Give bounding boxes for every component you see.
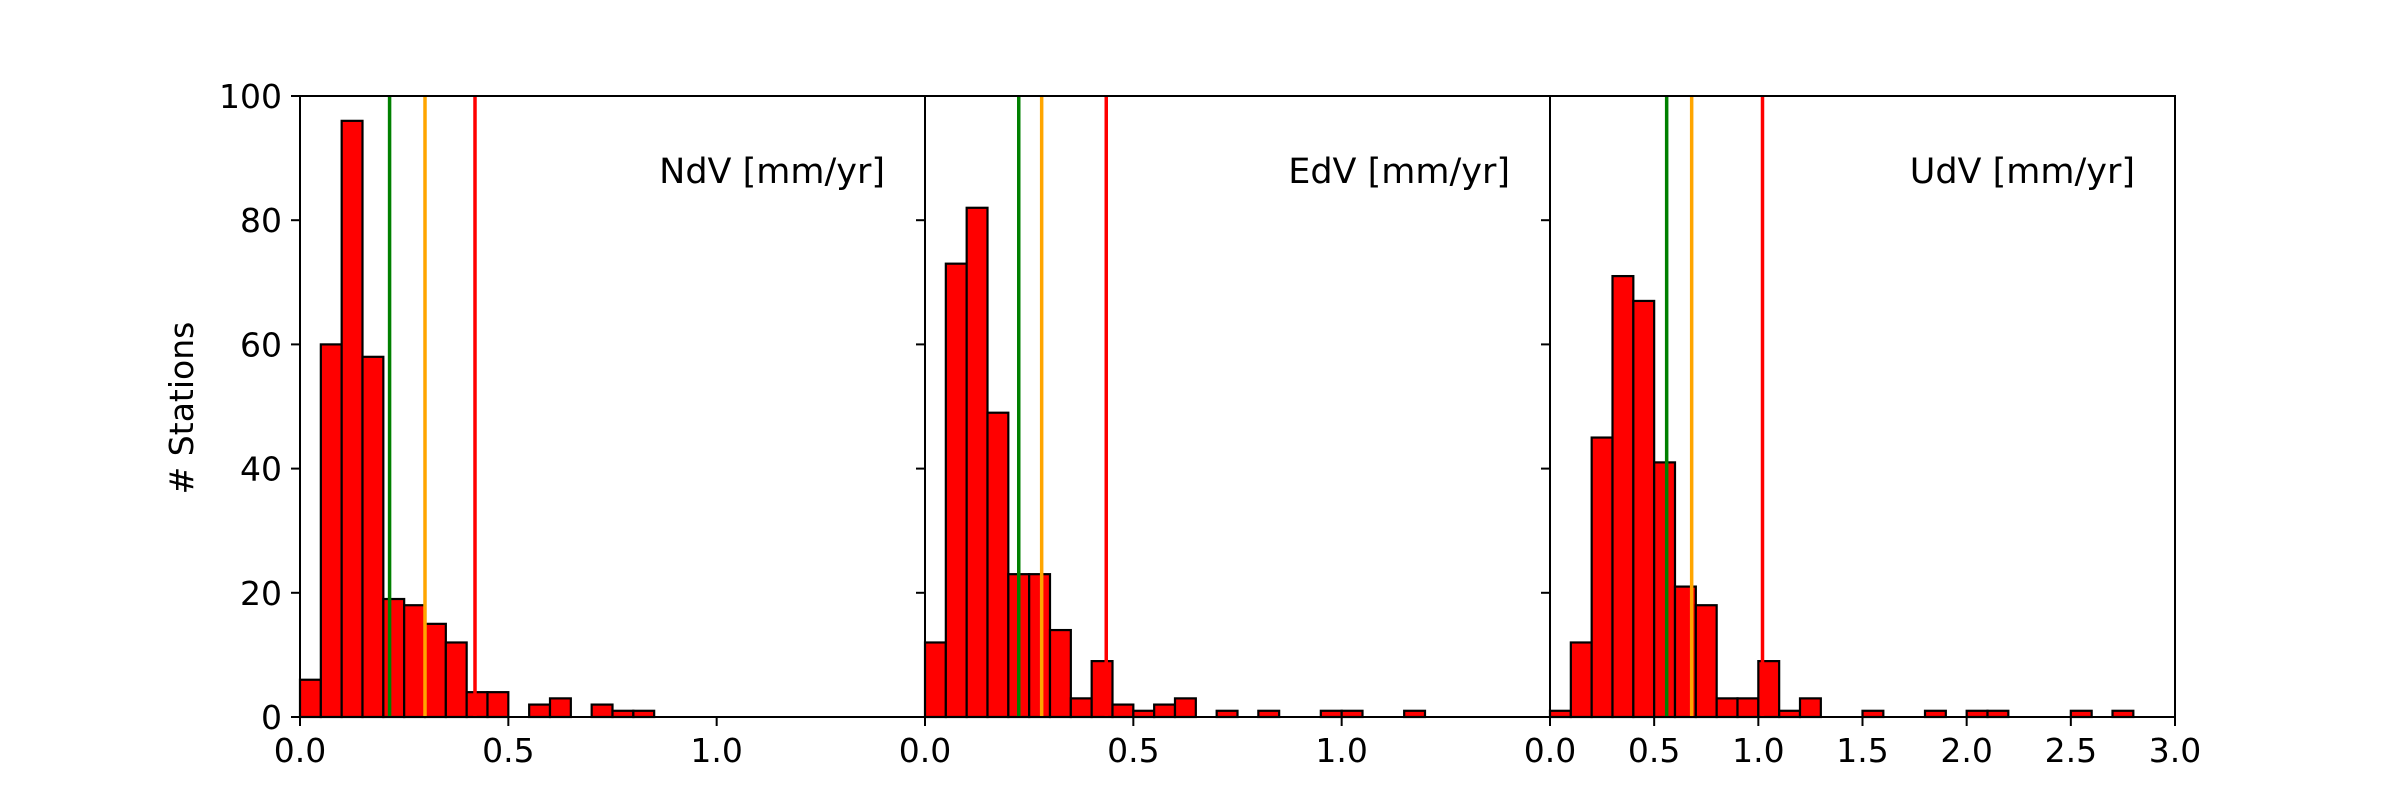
histogram-bar bbox=[528, 703, 552, 719]
histogram-bar bbox=[923, 641, 947, 719]
histogram-bar bbox=[465, 691, 489, 719]
histogram-bar bbox=[1569, 641, 1593, 719]
x-tick-label: 0.5 bbox=[1107, 731, 1159, 770]
x-tick-label: 0.0 bbox=[899, 731, 951, 770]
x-tick-label: 0.0 bbox=[274, 731, 326, 770]
panel-title: EdV [mm/yr] bbox=[1288, 152, 1510, 192]
histogram-bar bbox=[1153, 703, 1177, 719]
histogram-bar bbox=[403, 604, 427, 719]
panel-title: NdV [mm/yr] bbox=[659, 152, 885, 192]
x-tick-label: 1.0 bbox=[1732, 731, 1784, 770]
histogram-bar bbox=[986, 411, 1010, 719]
histogram-bar bbox=[1090, 660, 1114, 719]
x-tick-label: 1.5 bbox=[1836, 731, 1888, 770]
x-tick-label: 2.0 bbox=[1940, 731, 1992, 770]
y-tick-label: 80 bbox=[240, 201, 282, 240]
y-axis-label: # Stations bbox=[162, 322, 201, 495]
histogram-bar bbox=[1048, 628, 1072, 719]
histogram-bar bbox=[1069, 697, 1093, 719]
histogram-bar bbox=[319, 343, 343, 719]
y-tick-label: 60 bbox=[240, 325, 282, 364]
histogram-bar bbox=[1632, 299, 1656, 719]
panel-1: 0.0 0.5 1.0 0 20 40 60 80 100 NdV [mm/yr] bbox=[219, 77, 926, 770]
histogram-bar bbox=[548, 697, 572, 719]
histogram-bar bbox=[1590, 436, 1614, 719]
x-tick-label: 1.0 bbox=[690, 731, 742, 770]
histogram-bar bbox=[1028, 573, 1052, 719]
histogram-bar bbox=[965, 206, 989, 719]
x-tick-label: 0.5 bbox=[482, 731, 534, 770]
x-tick-label: 0.0 bbox=[1524, 731, 1576, 770]
histogram-bar bbox=[944, 262, 968, 719]
histogram-bar bbox=[423, 622, 447, 719]
x-tick-label: 2.5 bbox=[2045, 731, 2097, 770]
x-tick-label: 0.5 bbox=[1628, 731, 1680, 770]
histogram-bar bbox=[1715, 697, 1739, 719]
histogram-bar bbox=[1798, 697, 1822, 719]
x-tick-label: 3.0 bbox=[2149, 731, 2201, 770]
histogram-bar bbox=[1736, 697, 1760, 719]
histogram-bar bbox=[444, 641, 468, 719]
histogram-bar bbox=[1653, 461, 1677, 719]
panel-title: UdV [mm/yr] bbox=[1910, 152, 2135, 192]
y-tick-label: 40 bbox=[240, 450, 282, 489]
panel-3: 0.0 0.5 1.0 1.5 2.0 2.5 3.0 UdV [mm/yr] bbox=[1524, 95, 2201, 770]
histogram-bar bbox=[340, 119, 364, 719]
panel-2: 0.0 0.5 1.0 EdV [mm/yr] bbox=[899, 95, 1551, 770]
histogram-bar bbox=[1694, 604, 1718, 719]
histogram-bar bbox=[298, 678, 322, 719]
histogram-bar bbox=[361, 355, 385, 719]
histogram-bar bbox=[486, 691, 510, 719]
y-tick-label: 100 bbox=[219, 77, 282, 116]
y-tick-label: 20 bbox=[240, 574, 282, 613]
histogram-bar bbox=[590, 703, 614, 719]
histogram-bar bbox=[1111, 703, 1135, 719]
histogram-panels: 0.0 0.5 1.0 0 20 40 60 80 100 NdV [mm/yr] 0.0 0.5 1.… bbox=[219, 77, 2201, 770]
x-tick-label: 1.0 bbox=[1315, 731, 1367, 770]
y-tick-label: 0 bbox=[261, 698, 282, 737]
histogram-bar bbox=[382, 597, 406, 719]
histogram-bar bbox=[1611, 274, 1635, 719]
histogram-bar bbox=[1173, 697, 1197, 719]
